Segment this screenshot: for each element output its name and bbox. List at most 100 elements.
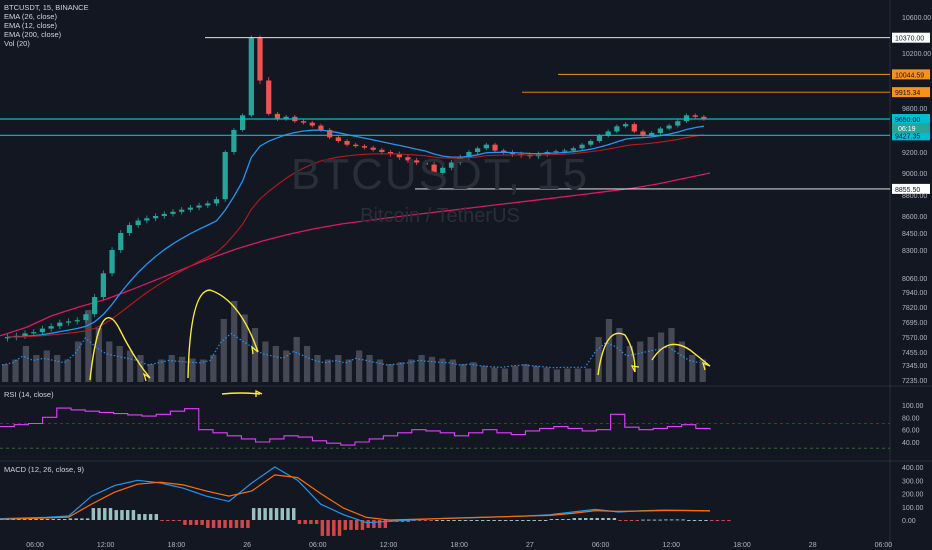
price-level-label: 9915.34 [895,90,920,97]
indicator-ema12[interactable]: EMA (12, close) [4,21,57,30]
price-level-label: 8855.50 [895,187,920,194]
macd-histogram-bar [595,518,599,520]
macd-histogram-bar [521,520,525,521]
macd-histogram-bar [406,520,410,522]
macd-histogram-bar [658,519,662,521]
macd-histogram-bar [446,520,451,521]
price-level-tag [892,183,930,194]
macd-histogram-bar [647,519,651,521]
volume-bar [168,355,175,382]
volume-bar [553,369,561,382]
annotation-arrowhead [255,389,263,397]
indicator-ema26[interactable]: EMA (26, close) [4,12,57,21]
macd-tick-label: 0.00 [902,518,916,525]
macd-histogram-bar [309,520,313,524]
candle-body [614,126,620,132]
macd-histogram-bar [240,520,244,528]
volume-bar [12,359,19,382]
macd-histogram-bar [664,519,668,521]
macd-histogram-bar [223,520,227,528]
rsi-tick-label: 100.00 [902,403,924,410]
volume-bar [2,364,9,382]
volume-bars [1,301,706,382]
macd-histogram-bar [612,518,617,520]
candle-body [57,322,63,327]
macd-histogram-bar [286,508,290,520]
macd-histogram-bar [366,520,370,528]
candle-body [83,314,89,321]
symbol-line[interactable]: BTCUSDT, 15, BINANCE [4,3,89,12]
candle-body [318,125,324,130]
macd-histogram-bar [515,520,519,521]
macd-histogram-bar [200,520,204,525]
macd-histogram-bar [206,520,210,528]
candle-body [335,137,341,141]
macd-histogram-bar [269,508,273,520]
macd-histogram-bar [360,520,365,530]
candle-body [640,131,646,136]
candle-body [213,199,220,204]
candle-body [196,205,202,208]
candle-body [274,113,281,119]
volume-bar [387,364,394,382]
candle-body [179,209,185,212]
candle-body [135,220,141,226]
annotation-arrowhead [251,345,259,355]
candle-body [205,203,211,206]
macd-histogram-bar [480,520,485,521]
macd-histogram-bar [681,519,685,521]
volume-bar [262,341,269,382]
time-tick-label: 27 [526,542,534,549]
ema-lines [7,125,705,338]
volume-bar [501,368,509,382]
candle-body [649,132,655,136]
candle-body [109,250,115,274]
candle-body [396,154,402,158]
volume-bar [272,346,279,382]
macd-histogram-bar [372,520,376,528]
volume-bar [699,359,706,382]
annotation-arrow [187,289,259,379]
macd-histogram-bar [486,520,491,521]
volume-bar [335,355,342,382]
price-level-tag [892,87,930,98]
candle-body [327,130,333,138]
time-tick-label: 18:00 [168,542,186,549]
rsi-panel: 100.00 80.00 60.00 40.00 [0,403,924,449]
candle-body [240,115,246,130]
indicator-vol[interactable]: Vol (20) [4,39,30,48]
volume-bar [314,355,321,382]
macd-line [0,466,711,524]
macd-histogram-bar [641,519,645,521]
ema26-line [7,134,704,338]
macd-histogram-bar [257,508,262,520]
macd-histogram-bar [704,520,708,521]
volume-bar [397,362,404,382]
price-tick-label: 7570.00 [902,335,927,342]
time-tick-label: 06:00 [875,542,893,549]
macd-histogram-bar [589,518,594,520]
macd-histogram-bar [280,508,284,520]
macd-histogram-bar [561,519,565,521]
annotation-arrow [651,343,711,367]
volume-bar [605,319,613,382]
volume-bar [85,310,92,382]
volume-bar [460,364,467,382]
indicator-ema200[interactable]: EMA (200, close) [4,30,62,39]
candle-body [126,225,133,233]
macd-histogram-bar [17,519,21,521]
macd-legend[interactable]: MACD (12, 26, close, 9) [4,465,85,474]
volume-bar [137,355,144,382]
volume-bar [356,350,363,382]
macd-histogram-bar [349,520,353,530]
macd-histogram-bar [297,520,302,524]
rsi-legend[interactable]: RSI (14, close) [4,390,54,399]
candle-body [666,125,672,129]
volume-bar [366,355,373,382]
macd-panel: 400.00 300.00 200.00 100.00 0.00 [0,465,924,536]
horizontal-levels[interactable]: 10370.00 10044.59 9915.34 9650.00 9427.35 885… [0,32,930,194]
macd-histogram-bar [148,514,153,520]
macd-histogram-bar [543,520,548,521]
